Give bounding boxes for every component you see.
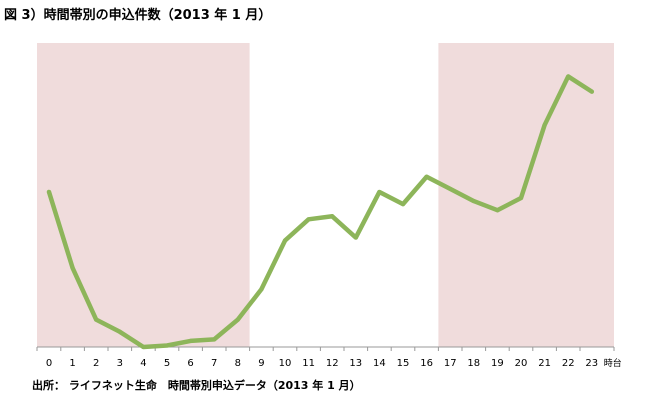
data-point [401, 202, 405, 207]
source-note: 出所： ライフネット生命 時間帯別申込データ（2013 年 1 月） [32, 379, 361, 392]
x-tick-label: 7 [211, 358, 217, 369]
x-tick-label: 20 [515, 358, 528, 369]
data-point [306, 217, 311, 222]
data-point [424, 174, 429, 179]
shaded-band-1 [438, 43, 614, 347]
data-point [519, 196, 523, 201]
x-tick-label: 19 [491, 358, 504, 369]
x-tick-label: 5 [164, 358, 170, 369]
x-tick-label: 11 [302, 358, 315, 369]
data-point [70, 265, 75, 270]
data-point [117, 329, 122, 334]
data-point [495, 208, 500, 213]
x-tick-label: 3 [117, 358, 123, 369]
data-point [330, 214, 335, 219]
x-tick-label: 10 [279, 358, 292, 369]
shaded-band-0 [37, 43, 250, 347]
x-tick-label: 21 [538, 358, 551, 369]
x-tick-label: 15 [397, 358, 410, 369]
data-point [589, 89, 594, 94]
data-point [141, 345, 146, 349]
x-tick-label: 9 [258, 358, 264, 369]
data-point [353, 235, 358, 240]
data-point [283, 238, 287, 243]
data-point [235, 317, 240, 322]
x-tick-label: 23 [585, 358, 598, 369]
data-point [47, 189, 51, 194]
x-tick-label: 6 [187, 358, 193, 369]
x-tick-label: 0 [46, 358, 52, 369]
data-point [448, 186, 453, 191]
data-point [471, 199, 476, 204]
data-point [165, 343, 169, 348]
x-tick-label: 1 [69, 358, 75, 369]
data-point [94, 317, 99, 322]
chart-title: 図 3）時間帯別の申込件数（2013 年 1 月） [4, 8, 272, 23]
x-tick-label: 13 [349, 358, 362, 369]
x-tick-label: 22 [562, 358, 575, 369]
data-point [542, 123, 547, 128]
x-tick-label: 8 [235, 358, 241, 369]
x-tick-label: 14 [373, 358, 386, 369]
series-line-0 [46, 74, 595, 350]
x-tick-label: 17 [444, 358, 457, 369]
x-tick-label: 18 [467, 358, 480, 369]
data-point [188, 338, 193, 343]
x-tick-label: 12 [326, 358, 339, 369]
data-point [212, 337, 217, 342]
data-point [259, 287, 264, 292]
data-point [377, 189, 382, 194]
x-tick-label: 2 [93, 358, 99, 369]
x-tick-label: 16 [420, 358, 433, 369]
x-unit-label: 時台 [604, 357, 622, 369]
x-tick-label: 4 [140, 358, 146, 369]
data-point [566, 74, 571, 79]
